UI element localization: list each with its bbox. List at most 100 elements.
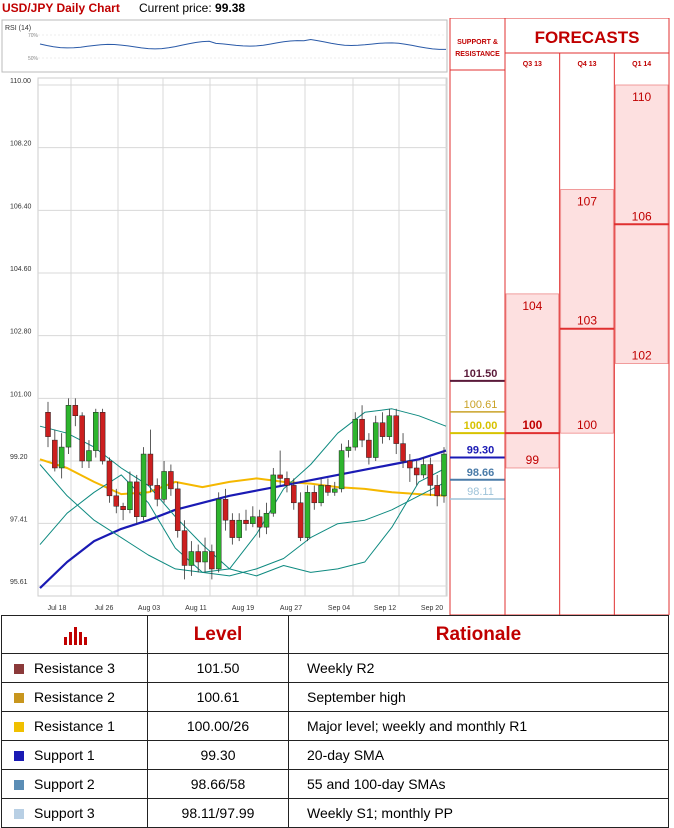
forecast-low-label: 99 — [526, 453, 540, 467]
chart-header: USD/JPY Daily Chart Current price: 99.38 — [0, 0, 450, 18]
usdjpy-chart: RSI (14)70% 50% Jul 18 Jul 26 Aug 03 Aug 11 Au… — [1, 18, 670, 615]
candle-body — [284, 478, 290, 486]
forecast-range-band — [560, 189, 614, 434]
forecast-mid-label: 106 — [632, 209, 652, 223]
candle-body — [311, 492, 318, 504]
level-name-label: Support 1 — [34, 747, 95, 763]
y-tick-label: 108.20 — [10, 141, 32, 148]
sr-level-label: 101.50 — [464, 368, 498, 380]
x-tick-label: Sep 20 — [421, 605, 443, 612]
forecast-quarter-label: Q1 14 — [632, 61, 651, 68]
chart-title: USD/JPY Daily Chart — [2, 1, 120, 15]
sr-header-line1: SUPPORT & — [457, 39, 498, 46]
level-value: 100.61 — [147, 682, 289, 712]
table-row: Support 1 99.30 20-day SMA — [1, 740, 669, 770]
sr-level-label: 99.30 — [467, 445, 495, 457]
level-color-swatch — [14, 664, 24, 674]
level-name-label: Resistance 3 — [34, 660, 115, 676]
candle-body — [434, 485, 440, 497]
candle-body — [420, 464, 427, 476]
candle-body — [134, 481, 140, 517]
candle-body — [79, 415, 85, 462]
level-color-swatch — [14, 751, 24, 761]
candle-body — [250, 516, 256, 524]
forecast-quarter-label: Q4 13 — [577, 61, 596, 68]
candle-body — [256, 516, 263, 528]
level-name-label: Support 3 — [34, 805, 95, 821]
candle-body — [270, 474, 277, 514]
rsi-panel — [1, 19, 448, 73]
level-rationale: September high — [288, 682, 669, 712]
level-value: 101.50 — [147, 653, 289, 683]
candle-body — [106, 460, 113, 497]
rsi-tick-label: 50% — [28, 56, 39, 62]
candle-body — [291, 485, 297, 504]
candle-body — [338, 450, 345, 490]
level-name: Resistance 1 — [1, 711, 148, 741]
candle-body — [441, 453, 447, 497]
candle-body — [168, 471, 174, 490]
rsi-label: RSI (14) — [5, 25, 31, 32]
level-rationale: 55 and 100-day SMAs — [288, 769, 669, 799]
y-tick-label: 102.80 — [10, 329, 32, 336]
sma-55-line — [39, 449, 447, 589]
level-name-label: Resistance 2 — [34, 689, 115, 705]
y-tick-label: 101.00 — [10, 391, 32, 398]
candle-body — [58, 446, 65, 469]
candle-body — [366, 439, 372, 458]
candle-body — [372, 422, 379, 458]
forecast-low-label: 102 — [632, 349, 652, 363]
x-tick-label: Jul 26 — [95, 605, 114, 612]
levels-table-header: Level Rationale — [1, 615, 669, 654]
candle-body — [215, 499, 222, 570]
candle-body — [413, 467, 420, 476]
table-row: Resistance 2 100.61 September high — [1, 682, 669, 712]
y-tick-label: 95.61 — [10, 579, 28, 586]
level-name: Support 2 — [1, 769, 148, 799]
price-plot-area — [37, 77, 448, 597]
candle-body — [195, 551, 201, 563]
candle-body — [181, 530, 188, 566]
level-name: Resistance 3 — [1, 653, 148, 683]
candle-body — [386, 415, 393, 437]
forecast-high-label: 110 — [632, 90, 651, 104]
candle-body — [99, 412, 106, 462]
candle-body — [393, 415, 399, 444]
candle-body — [93, 412, 99, 451]
y-tick-label: 97.41 — [10, 516, 28, 523]
level-name-label: Resistance 1 — [34, 718, 115, 734]
sr-header-line2: RESISTANCE — [455, 51, 500, 58]
levels-table: Level Rationale Resistance 3 101.50 Weekly… — [1, 615, 669, 828]
candle-body — [209, 551, 215, 570]
level-color-swatch — [14, 809, 24, 819]
candle-body — [345, 446, 352, 451]
candle-body — [222, 499, 229, 521]
candle-body — [297, 502, 304, 538]
x-tick-label: Sep 04 — [328, 605, 350, 612]
candle-body — [325, 485, 331, 493]
candle-body — [263, 512, 270, 528]
level-rationale: Weekly S1; monthly PP — [288, 798, 669, 828]
candle-body — [229, 519, 236, 538]
level-value: 98.66/58 — [147, 769, 289, 799]
forecast-mid-label: 100 — [522, 418, 542, 432]
candle-body — [113, 495, 120, 507]
x-tick-label: Aug 11 — [185, 605, 207, 612]
x-tick-label: Sep 12 — [374, 605, 396, 612]
candle-body — [352, 418, 358, 448]
level-name-label: Support 2 — [34, 776, 95, 792]
candle-body — [127, 481, 133, 511]
candle-body — [427, 464, 434, 486]
forecast-mid-label: 103 — [577, 314, 597, 328]
y-tick-label: 99.20 — [10, 454, 28, 461]
x-tick-label: Aug 03 — [138, 605, 160, 612]
candle-body — [400, 443, 406, 462]
candle-body — [45, 412, 51, 437]
candle-body — [407, 460, 413, 469]
forecast-low-label: 100 — [577, 418, 597, 432]
y-tick-label: 106.40 — [10, 203, 32, 210]
current-price-value: 99.38 — [215, 1, 246, 15]
y-tick-label: 110.00 — [10, 78, 31, 85]
candle-body — [202, 551, 208, 563]
forecasts-title: FORECASTS — [535, 28, 640, 47]
